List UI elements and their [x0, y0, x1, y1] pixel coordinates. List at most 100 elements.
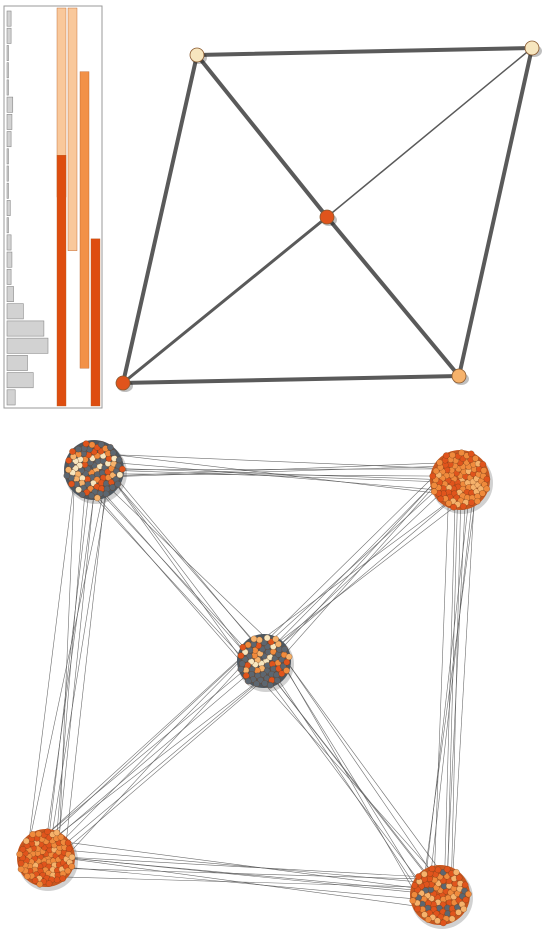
cluster-node — [271, 655, 279, 662]
cluster-node — [458, 449, 465, 457]
cluster-node — [75, 486, 82, 493]
cluster-node — [65, 466, 72, 474]
cluster-node — [479, 461, 487, 468]
cluster-node — [248, 671, 255, 678]
cluster-node — [45, 863, 53, 871]
cluster-node — [283, 667, 290, 674]
cluster-node — [96, 462, 104, 470]
cluster-node — [457, 880, 464, 887]
cluster-node — [237, 652, 245, 659]
cluster-node — [418, 890, 425, 897]
cluster-node — [440, 896, 447, 903]
cluster-node — [85, 451, 92, 459]
cluster-node — [88, 441, 96, 449]
cluster-node — [432, 884, 440, 891]
cluster-node — [48, 876, 55, 884]
cluster-node — [247, 658, 255, 665]
cluster-node — [25, 853, 33, 860]
bundle-edge — [44, 876, 441, 888]
cluster-node — [246, 646, 254, 654]
cluster-node — [411, 882, 419, 889]
cluster-node — [52, 852, 60, 860]
cluster-node — [280, 651, 288, 659]
cluster-node — [39, 848, 46, 855]
cluster-node — [437, 887, 444, 894]
cluster-node — [276, 646, 283, 653]
cluster-node — [446, 493, 454, 501]
cluster-node — [252, 661, 259, 668]
cluster-node — [109, 449, 117, 457]
cluster-node — [466, 474, 474, 482]
cluster-node — [434, 899, 442, 906]
cluster-node — [257, 660, 265, 667]
histogram-gray-bar — [6, 217, 9, 234]
cluster-top-left — [63, 440, 127, 504]
cluster-node — [89, 455, 96, 462]
cluster-node — [432, 467, 440, 475]
histogram-gray-bar — [6, 234, 12, 251]
cluster-node — [444, 910, 451, 918]
cluster-node — [443, 872, 451, 880]
cluster-node — [416, 878, 423, 885]
cluster-node — [45, 858, 53, 866]
cluster-node — [29, 850, 36, 858]
cluster-node — [79, 474, 86, 482]
bundle-edge — [251, 487, 468, 648]
cluster-node — [464, 494, 471, 502]
bundle-edge — [278, 649, 445, 892]
cluster-node — [80, 484, 87, 492]
cluster-node — [437, 495, 444, 503]
histogram-gray-bar — [6, 355, 28, 371]
cluster-node — [428, 895, 435, 902]
cluster-node — [421, 875, 428, 883]
cluster-node — [19, 846, 27, 853]
cluster-node — [459, 503, 467, 510]
cluster-node — [429, 914, 436, 921]
cluster-node — [43, 850, 50, 857]
cluster-node — [257, 676, 264, 684]
cluster-node — [436, 905, 443, 912]
bundle-edge — [46, 848, 442, 885]
cluster-node — [467, 456, 475, 463]
bundle-edge — [58, 467, 76, 860]
bundle-edge — [266, 467, 449, 665]
cluster-node — [454, 890, 461, 897]
cluster-node — [462, 499, 470, 506]
bundle-edge — [94, 452, 460, 497]
bundle-edge — [36, 647, 253, 849]
cluster-node — [40, 878, 47, 885]
cluster-node — [110, 460, 118, 468]
cluster-node — [104, 468, 112, 476]
cluster-node — [43, 874, 50, 882]
histogram-gray-bar — [6, 337, 49, 354]
cluster-node — [274, 659, 282, 667]
cluster-node — [251, 652, 258, 659]
cluster-node — [256, 636, 263, 644]
bundle-edge — [94, 467, 461, 481]
bundle-edge — [261, 467, 450, 659]
cluster-node — [430, 901, 437, 908]
edge — [121, 374, 461, 385]
bundle-edge — [86, 476, 261, 665]
cluster-node — [31, 877, 39, 884]
cluster-node — [280, 663, 287, 670]
cluster-node — [84, 465, 91, 473]
cluster-node — [28, 840, 35, 847]
cluster-node — [444, 904, 451, 912]
cluster-node — [36, 880, 44, 888]
cluster-node — [50, 857, 57, 865]
cluster-node — [259, 645, 266, 653]
cluster-node — [119, 465, 126, 473]
cluster-node — [241, 648, 249, 656]
cluster-node — [440, 490, 447, 497]
cluster-node — [86, 446, 93, 453]
cluster-node — [470, 483, 477, 491]
cluster-node — [42, 838, 50, 845]
bundle-edge — [423, 480, 472, 895]
node-bottom-right — [451, 368, 467, 384]
histogram-range-bar — [67, 7, 78, 251]
bundle-edge — [47, 839, 441, 892]
cluster-node — [94, 494, 101, 502]
cluster-node — [93, 476, 101, 483]
cluster-top-right — [429, 449, 493, 514]
